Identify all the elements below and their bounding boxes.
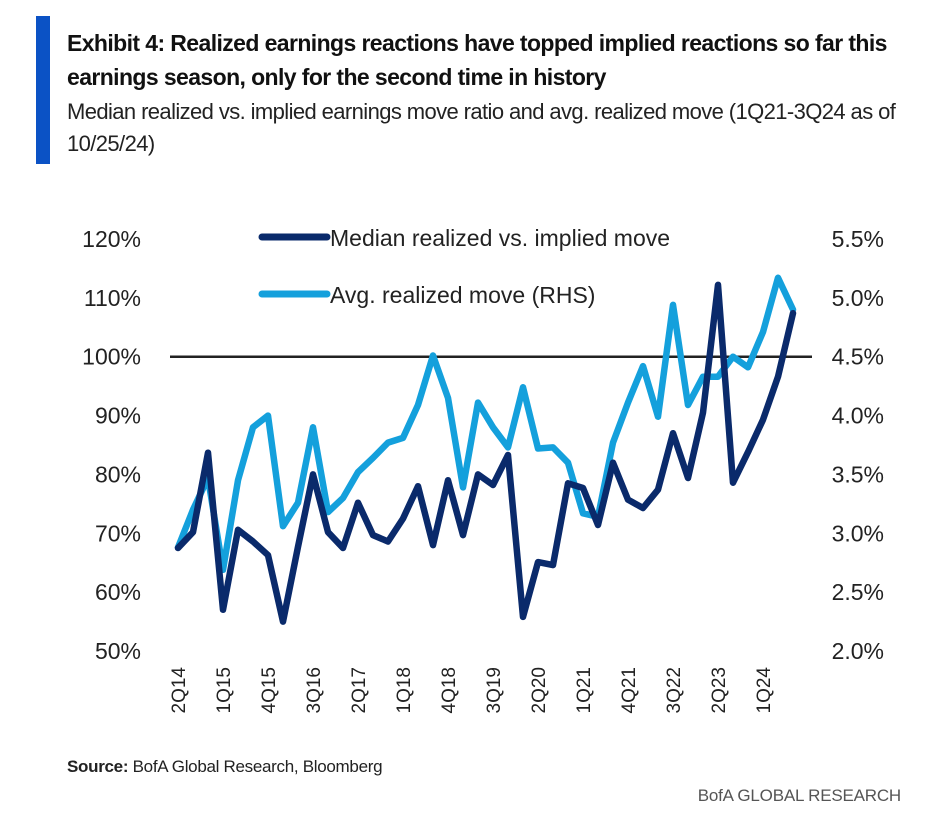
- right-tick-label: 5.5%: [832, 226, 884, 252]
- x-axis-ticks: 2Q14 1Q15 4Q15 3Q16 2Q17 1Q18 4Q18 3Q19 2Q20 1Q21…: [169, 667, 775, 714]
- left-tick-label: 60%: [95, 579, 141, 605]
- x-tick-label: 2Q23: [709, 667, 730, 713]
- brand-footer: BofA GLOBAL RESEARCH: [697, 786, 901, 805]
- x-tick-label: 4Q21: [619, 667, 640, 713]
- right-tick-label: 2.0%: [832, 638, 884, 664]
- series-line-avg-realized-move: [174, 274, 797, 574]
- source-text: BofA Global Research, Bloomberg: [128, 757, 383, 776]
- right-tick-label: 5.0%: [832, 285, 884, 311]
- x-tick-label: 4Q15: [259, 667, 280, 713]
- x-tick-label: 1Q21: [574, 667, 595, 713]
- left-tick-label: 100%: [82, 344, 141, 370]
- series-lines: [174, 274, 797, 625]
- x-tick-label: 1Q24: [754, 667, 775, 714]
- right-tick-label: 4.0%: [832, 403, 884, 429]
- x-tick-label: 1Q15: [214, 667, 235, 713]
- line-chart: 120% 110% 100% 90% 80% 70% 60% 50% 5.5% 5.0% 4.5%…: [82, 225, 884, 714]
- right-tick-label: 2.5%: [832, 579, 884, 605]
- legend-label-median: Median realized vs. implied move: [330, 225, 670, 251]
- source-label: Source:: [67, 757, 129, 776]
- x-tick-label: 3Q19: [484, 667, 505, 713]
- right-tick-label: 3.5%: [832, 461, 884, 487]
- right-axis-ticks: 5.5% 5.0% 4.5% 4.0% 3.5% 3.0% 2.5% 2.0%: [832, 226, 884, 664]
- left-tick-label: 90%: [95, 403, 141, 429]
- x-tick-label: 3Q16: [304, 667, 325, 713]
- x-tick-label: 2Q20: [529, 667, 550, 713]
- x-tick-label: 2Q14: [169, 667, 190, 714]
- x-tick-label: 3Q22: [664, 667, 685, 713]
- right-tick-label: 3.0%: [832, 520, 884, 546]
- left-tick-label: 80%: [95, 461, 141, 487]
- series-line-median-ratio: [174, 281, 797, 625]
- x-tick-label: 4Q18: [439, 667, 460, 713]
- exhibit-subtitle: Median realized vs. implied earnings mov…: [67, 99, 896, 156]
- source-note: Source: BofA Global Research, Bloomberg: [67, 757, 383, 777]
- right-tick-label: 4.5%: [832, 344, 884, 370]
- accent-bar: [36, 16, 50, 164]
- left-tick-label: 110%: [84, 285, 141, 311]
- left-tick-label: 70%: [95, 520, 141, 546]
- exhibit-title: Exhibit 4: Realized earnings reactions h…: [67, 30, 887, 90]
- left-tick-label: 50%: [95, 638, 141, 664]
- legend-label-avg: Avg. realized move (RHS): [330, 282, 595, 308]
- x-tick-label: 2Q17: [349, 667, 370, 713]
- left-tick-label: 120%: [82, 226, 141, 252]
- legend: Median realized vs. implied move Avg. re…: [258, 225, 670, 308]
- x-tick-label: 1Q18: [394, 667, 415, 713]
- left-axis-ticks: 120% 110% 100% 90% 80% 70% 60% 50%: [82, 226, 141, 664]
